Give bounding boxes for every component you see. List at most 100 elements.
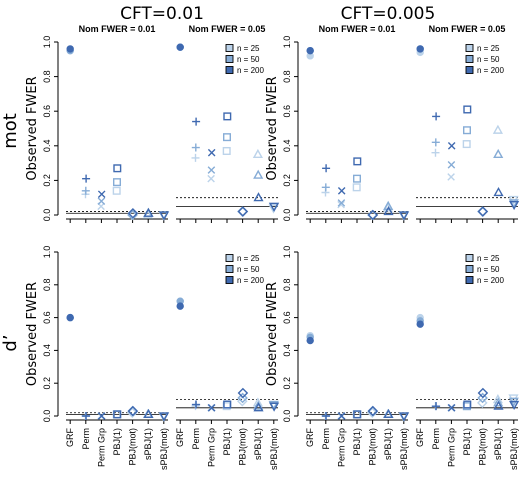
y-tick-label: 0.8 [42, 279, 52, 292]
panel-5: n = 25 n = 50 n = 200 GRF Perm Perm Grp PBJ(1)… [175, 254, 280, 470]
legend-swatch [465, 254, 474, 262]
category-label: sPBJ(1) [383, 428, 393, 460]
category-label: Perm [81, 428, 91, 450]
point-spbj-1--2 [383, 206, 394, 216]
category-label: PBJ(mot) [368, 428, 378, 466]
panel-2: Nom FWER = 0.01 0.0 0.2 0.4 0.6 0.8 1.0 Observe… [265, 24, 410, 223]
y-tick-label: 0.8 [42, 70, 52, 83]
category-label: sPBJ(mot) [509, 428, 519, 470]
y-tick-label: 0.6 [282, 105, 292, 118]
point-spbj-mot--2 [269, 202, 280, 212]
category-label: Perm Grp [446, 428, 456, 467]
point-pbj-1--2 [223, 112, 232, 121]
legend-swatch [465, 66, 474, 74]
y-tick-label: 0.0 [282, 410, 292, 423]
point-spbj-1--1 [253, 169, 264, 179]
point-perm-grp-2 [447, 404, 456, 412]
point-spbj-1--1 [493, 148, 504, 159]
point-pbj-mot--1 [237, 206, 248, 217]
point-pbj-mot--2 [237, 387, 249, 399]
point-pbj-mot--2 [237, 206, 249, 217]
legend-label: n = 50 [477, 265, 500, 274]
y-axis-label: Observed FWER [265, 282, 280, 386]
legend-label: n = 25 [237, 254, 260, 263]
point-perm-0 [191, 153, 200, 162]
legend-swatch [465, 276, 474, 284]
point-grf-2 [176, 43, 184, 51]
legend-swatch [225, 276, 234, 284]
point-spbj-1--0 [492, 124, 503, 134]
point-perm-2 [192, 117, 201, 126]
point-pbj-mot--2 [127, 405, 139, 417]
point-pbj-1--2 [113, 164, 122, 173]
legend-swatch [225, 254, 234, 262]
y-tick-label: 0.4 [42, 344, 52, 357]
point-pbj-1--2 [353, 157, 362, 166]
point-perm-grp-2 [97, 190, 106, 199]
point-perm-grp-2 [207, 404, 216, 412]
point-perm-1 [431, 138, 440, 147]
y-tick-label: 0.2 [282, 377, 292, 390]
category-label: Perm [191, 428, 201, 450]
point-pbj-1--2 [113, 410, 122, 419]
point-grf-2 [306, 336, 314, 345]
category-label: GRF [415, 428, 425, 448]
category-label: PBJ(mot) [478, 428, 488, 466]
point-pbj-mot--1 [367, 209, 378, 221]
category-label: sPBJ(mot) [159, 428, 169, 470]
point-perm-0 [431, 148, 440, 157]
panel-title: Nom FWER = 0.05 [189, 24, 266, 34]
legend-swatch [225, 265, 234, 273]
y-axis-label: Observed FWER [265, 76, 280, 180]
category-label: Perm [321, 428, 331, 450]
legend-label: n = 200 [237, 276, 264, 285]
category-label: GRF [175, 428, 185, 448]
legend-label: n = 50 [237, 265, 260, 274]
y-tick-label: 0.0 [42, 209, 52, 222]
point-spbj-1--2 [143, 207, 154, 217]
panel-title: Nom FWER = 0.01 [79, 24, 156, 34]
point-pbj-1--1 [222, 133, 231, 142]
legend-swatch [225, 44, 234, 52]
category-label: Perm Grp [336, 428, 346, 467]
point-perm-grp-0 [207, 174, 215, 183]
point-spbj-1--2 [493, 186, 504, 197]
y-tick-label: 0.4 [42, 140, 52, 153]
y-tick-label: 0.0 [282, 209, 292, 222]
category-label: sPBJ(1) [143, 428, 153, 460]
category-label: sPBJ(1) [493, 428, 503, 460]
category-label: GRF [65, 428, 75, 448]
point-pbj-1--2 [463, 400, 472, 409]
point-spbj-mot--2 [269, 402, 280, 412]
point-perm-grp-0 [337, 200, 345, 209]
column-title-cft-0005: CFT=0.005 [341, 4, 436, 24]
y-tick-label: 0.2 [282, 174, 292, 187]
legend-label: n = 50 [477, 55, 500, 64]
point-grf-2 [416, 320, 424, 328]
point-spbj-1--2 [383, 408, 394, 418]
point-spbj-1--2 [143, 408, 154, 418]
panel-7: n = 25 n = 50 n = 200 GRF Perm Perm Grp PBJ(1)… [415, 254, 520, 470]
category-label: Perm Grp [206, 428, 216, 467]
point-grf-2 [176, 302, 184, 310]
point-pbj-1--0 [112, 186, 121, 195]
point-perm-2 [82, 174, 91, 183]
point-spbj-1--2 [493, 400, 504, 410]
legend-label: n = 25 [477, 254, 500, 263]
point-perm-2 [322, 412, 331, 420]
point-perm-2 [432, 112, 441, 121]
panel-6: 0.0 0.2 0.4 0.6 0.8 1.0 Observed FWER GRF Perm Pe… [265, 246, 410, 470]
point-perm-2 [82, 412, 91, 420]
point-perm-grp-2 [447, 142, 456, 150]
y-tick-label: 0.4 [282, 140, 292, 153]
point-pbj-mot--2 [367, 405, 379, 417]
y-tick-label: 0.2 [42, 174, 52, 187]
y-tick-label: 0.6 [42, 311, 52, 324]
panel-3: Nom FWER = 0.05 n = 25 n = 50 n = 200 [416, 24, 520, 223]
category-label: PBJ(mot) [128, 428, 138, 466]
point-pbj-mot--1 [477, 206, 488, 217]
legend-label: n = 200 [477, 276, 504, 285]
y-tick-label: 0.6 [282, 311, 292, 324]
point-spbj-mot--2 [399, 412, 410, 422]
